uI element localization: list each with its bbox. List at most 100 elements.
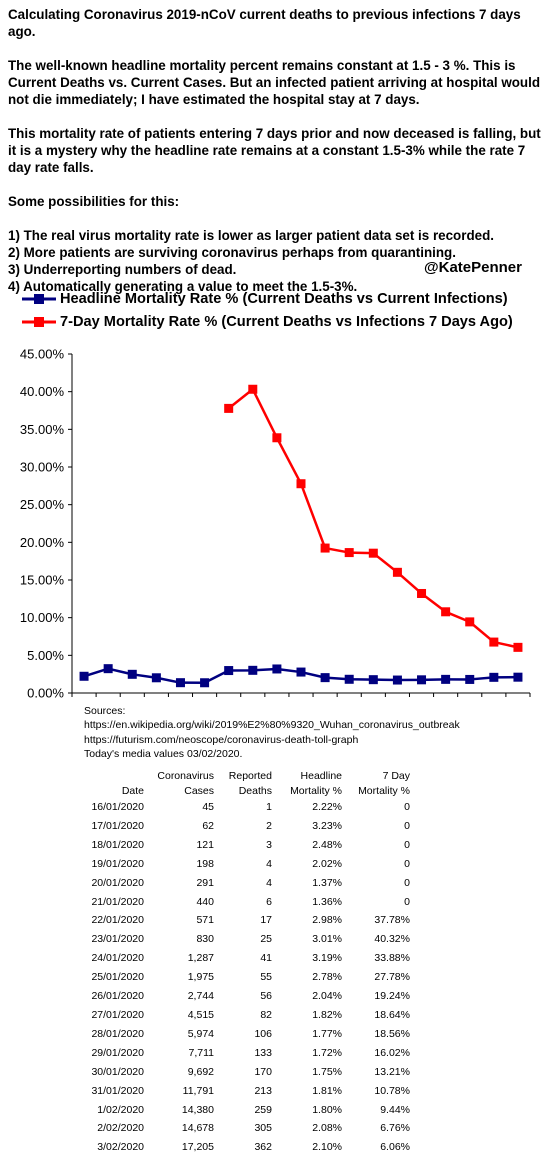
deaths-cell: 17 [260,914,272,927]
deaths-cell: 25 [260,933,272,946]
header-date: Date [121,784,144,797]
y-tick-label: 40.00% [20,384,65,399]
date-cell: 24/01/2020 [91,952,144,965]
seven-day-mortality-cell: 33.88% [374,952,410,965]
data-point-headline [127,669,137,679]
data-point-headline [344,674,354,684]
table-row: 27/01/2020 4,515 82 1.82% 18.64% [84,1006,410,1025]
data-point-7day [368,548,378,558]
seven-day-mortality-cell: 16.02% [374,1046,410,1059]
cases-cell: 14,678 [181,1122,214,1135]
date-cell: 16/01/2020 [91,801,144,813]
cases-cell: 7,711 [188,1046,215,1059]
legend-swatch-7day [22,317,56,327]
cases-cell: 62 [202,819,214,832]
data-point-7day [441,607,451,617]
data-point-headline [224,666,234,676]
possibility-item: 3) Underreporting numbers of dead. [8,262,237,277]
table-row: 16/01/2020 45 1 2.22% 0 [84,798,410,817]
data-point-headline [200,678,210,688]
possibility-item: 2) More patients are surviving coronavir… [8,245,456,260]
y-tick-label: 45.00% [20,347,65,362]
intro-paragraph-mystery: This mortality rate of patients entering… [8,126,541,175]
table-row: 23/01/2020 830 25 3.01% 40.32% [84,930,410,949]
data-point-7day [296,479,306,489]
table-row: 1/02/2020 14,380 259 1.80% 9.44% [84,1101,410,1120]
date-cell: 30/01/2020 [91,1065,144,1078]
data-point-7day [513,642,523,652]
headline-mortality-cell: 2.04% [312,990,342,1003]
data-point-7day [272,433,282,443]
data-point-headline [79,671,89,681]
date-cell: 25/01/2020 [91,971,144,984]
headline-mortality-cell: 1.80% [312,1103,342,1116]
deaths-cell: 6 [266,895,272,908]
cases-cell: 4,515 [187,1008,214,1021]
data-point-7day [392,567,402,577]
header-deaths: Reported Deaths [228,770,272,797]
cases-cell: 440 [196,895,214,908]
table-row: 21/01/2020 440 6 1.36% 0 [84,893,410,912]
date-cell: 29/01/2020 [91,1046,144,1059]
data-table: Date Coronavirus Cases Reported Deaths Hea… [84,769,410,1157]
cases-cell: 45 [202,801,214,813]
source-link-wikipedia[interactable]: https://en.wikipedia.org/wiki/2019%E2%80… [84,719,460,732]
data-point-headline [151,673,161,683]
data-point-7day [224,403,234,413]
date-cell: 26/01/2020 [91,990,144,1003]
table-row: 20/01/2020 291 4 1.37% 0 [84,874,410,893]
cases-cell: 291 [196,876,214,889]
seven-day-mortality-cell: 40.32% [374,933,410,946]
intro-paragraph-headline: The well-known headline mortality percen… [8,58,541,107]
deaths-cell: 133 [254,1046,272,1059]
data-point-headline [465,674,475,684]
cases-cell: 5,974 [187,1027,214,1040]
table-row: 30/01/2020 9,692 170 1.75% 13.21% [84,1063,410,1082]
table-row: 17/01/2020 62 2 3.23% 0 [84,817,410,836]
date-cell: 31/01/2020 [91,1084,144,1097]
deaths-cell: 305 [254,1122,272,1135]
cases-cell: 1,287 [187,952,214,965]
table-header-row: Date Coronavirus Cases Reported Deaths Hea… [84,769,410,798]
seven-day-mortality-cell: 37.78% [374,914,410,927]
intro-title: Calculating Coronavirus 2019-nCoV curren… [8,7,521,39]
deaths-cell: 3 [266,838,272,851]
y-tick-label: 25.00% [20,497,65,512]
header-cases: Coronavirus Cases [157,770,214,797]
seven-day-mortality-cell: 0 [404,838,410,851]
seven-day-mortality-cell: 10.78% [374,1084,410,1097]
table-row: 3/02/2020 17,205 362 2.10% 6.06% [84,1138,410,1157]
headline-mortality-cell: 1.37% [312,876,342,889]
headline-mortality-cell: 2.10% [312,1141,342,1154]
table-row: 26/01/2020 2,744 56 2.04% 19.24% [84,987,410,1006]
deaths-cell: 2 [266,819,272,832]
seven-day-mortality-cell: 27.78% [374,971,410,984]
y-tick-label: 5.00% [27,648,64,663]
y-tick-label: 10.00% [20,610,65,625]
seven-day-mortality-cell: 19.24% [374,990,410,1003]
headline-mortality-cell: 2.02% [312,857,342,870]
seven-day-mortality-cell: 0 [404,895,410,908]
data-point-headline [248,665,258,675]
data-point-headline [513,672,523,682]
source-link-futurism[interactable]: https://futurism.com/neoscope/coronaviru… [84,733,359,746]
cases-cell: 14,380 [181,1103,214,1116]
cases-cell: 571 [196,914,214,927]
deaths-cell: 41 [260,952,272,965]
data-point-headline [175,678,185,688]
data-point-headline [441,674,451,684]
date-cell: 21/01/2020 [91,895,144,908]
data-point-headline [368,675,378,685]
seven-day-mortality-cell: 0 [404,819,410,832]
cases-cell: 9,692 [187,1065,214,1078]
deaths-cell: 56 [260,990,272,1003]
table-row: 24/01/2020 1,287 41 3.19% 33.88% [84,949,410,968]
legend-label-7day: 7-Day Mortality Rate % (Current Deaths v… [60,314,513,330]
author-handle: @KatePenner [424,259,522,276]
legend-label-headline: Headline Mortality Rate % (Current Death… [60,291,508,307]
seven-day-mortality-cell: 18.56% [374,1027,410,1040]
date-cell: 1/02/2020 [97,1103,144,1116]
table-row: 29/01/2020 7,711 133 1.72% 16.02% [84,1044,410,1063]
seven-day-mortality-cell: 6.76% [380,1122,410,1135]
data-point-7day [417,588,427,598]
